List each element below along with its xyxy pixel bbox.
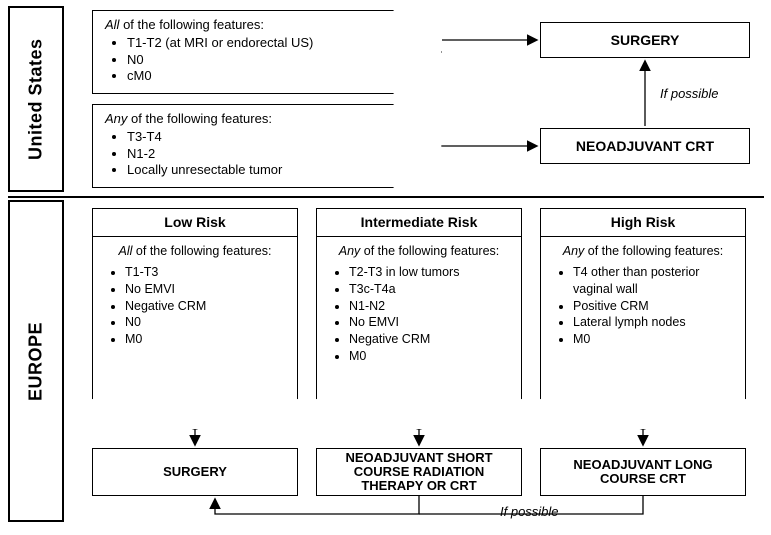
europe-tx-surgery-box: SURGERY [92,448,298,496]
europe-low-list: T1-T3 No EMVI Negative CRM N0 M0 [103,264,287,348]
europe-low-sub-rest: of the following features: [132,244,271,258]
list-item: T4 other than posterior vaginal wall [573,264,735,298]
europe-intermediate-list: T2-T3 in low tumors T3c-T4a N1-N2 No EMV… [327,264,511,365]
list-item: No EMVI [349,314,511,331]
europe-high-sub-rest: of the following features: [584,244,723,258]
us-box2-header-italic: Any [105,111,127,126]
list-item: Lateral lymph nodes [573,314,735,331]
europe-tx-long-label: NEOADJUVANT LONG COURSE CRT [545,458,741,487]
europe-int-sub-rest: of the following features: [360,244,499,258]
separator-line [8,196,764,198]
europe-high-risk-title: High Risk [541,209,745,237]
us-box1-list: T1-T2 (at MRI or endorectal US) N0 cM0 [105,35,415,84]
list-item: M0 [349,348,511,365]
list-item: T2-T3 in low tumors [349,264,511,281]
europe-tx-long-box: NEOADJUVANT LONG COURSE CRT [540,448,746,496]
arrow-short-to-surgery [215,496,419,514]
us-box1-header-rest: of the following features: [119,17,264,32]
list-item: Negative CRM [125,298,287,315]
list-item: M0 [573,331,735,348]
list-item: Negative CRM [349,331,511,348]
us-surgery-label: SURGERY [611,32,680,48]
list-item: Locally unresectable tumor [127,162,415,178]
us-box2-header-rest: of the following features: [127,111,272,126]
list-item: Positive CRM [573,298,735,315]
europe-low-risk-sub: All of the following features: [103,243,287,260]
us-region-label: United States [10,8,62,190]
europe-region-label: EUROPE [10,202,62,520]
europe-high-risk-sub: Any of the following features: [551,243,735,260]
diagram-root: United States EUROPE All of the followin… [0,0,771,535]
list-item: T1-T3 [125,264,287,281]
us-neoadjuvant-crt-box: NEOADJUVANT CRT [540,128,750,164]
europe-tx-short-box: NEOADJUVANT SHORT COURSE RADIATION THERA… [316,448,522,496]
us-criteria-box-all: All of the following features: T1-T2 (at… [92,10,442,94]
list-item: No EMVI [125,281,287,298]
europe-high-risk-box: High Risk Any of the following features:… [540,208,746,430]
list-item: M0 [125,331,287,348]
europe-high-sub-italic: Any [563,244,585,258]
list-item: T3c-T4a [349,281,511,298]
list-item: cM0 [127,68,415,84]
list-item: N0 [127,52,415,68]
us-box2-list: T3-T4 N1-2 Locally unresectable tumor [105,129,415,178]
europe-low-risk-box: Low Risk All of the following features: … [92,208,298,430]
us-box2-header: Any of the following features: [105,111,415,127]
list-item: N1-N2 [349,298,511,315]
europe-int-sub-italic: Any [339,244,361,258]
list-item: N0 [125,314,287,331]
europe-high-list: T4 other than posterior vaginal wall Pos… [551,264,735,348]
europe-intermediate-risk-sub: Any of the following features: [327,243,511,260]
europe-tx-short-label: NEOADJUVANT SHORT COURSE RADIATION THERA… [321,451,517,494]
us-neoadjuvant-crt-label: NEOADJUVANT CRT [576,138,714,154]
us-surgery-box: SURGERY [540,22,750,58]
europe-intermediate-risk-box: Intermediate Risk Any of the following f… [316,208,522,430]
list-item: T1-T2 (at MRI or endorectal US) [127,35,415,51]
us-if-possible-label: If possible [660,86,719,101]
us-criteria-box-any: Any of the following features: T3-T4 N1-… [92,104,442,188]
europe-tx-surgery-label: SURGERY [163,465,227,479]
us-box1-header-italic: All [105,17,119,32]
europe-low-risk-title: Low Risk [93,209,297,237]
europe-intermediate-risk-title: Intermediate Risk [317,209,521,237]
list-item: N1-2 [127,146,415,162]
us-region-frame: United States [8,6,64,192]
list-item: T3-T4 [127,129,415,145]
us-box1-header: All of the following features: [105,17,415,33]
europe-low-sub-italic: All [119,244,133,258]
europe-if-possible-label: If possible [500,504,559,519]
europe-region-frame: EUROPE [8,200,64,522]
